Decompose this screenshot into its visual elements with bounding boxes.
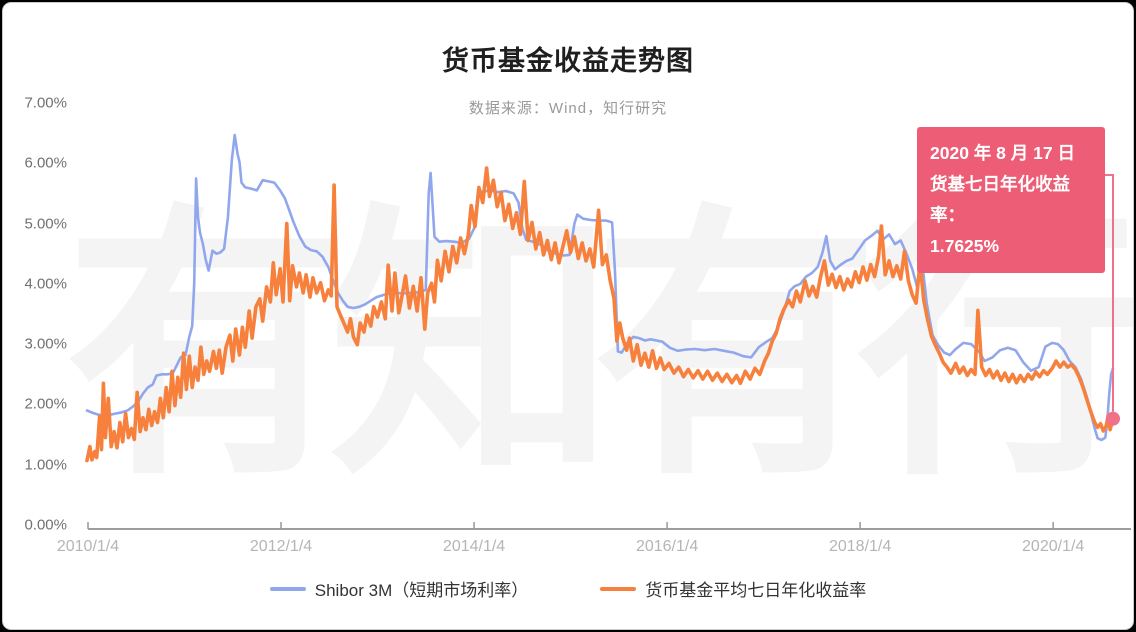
y-tick-label: 4.00% [24, 275, 67, 293]
legend: Shibor 3M（短期市场利率） 货币基金平均七日年化收益率 [3, 576, 1133, 601]
annotation-date: 2020 年 8 月 17 日 [930, 143, 1075, 163]
annotation-value: 1.7625% [930, 236, 1000, 256]
y-tick-label: 1.00% [24, 456, 67, 474]
legend-swatch-money-fund [600, 586, 637, 591]
legend-item-shibor-3m[interactable]: Shibor 3M（短期市场利率） [269, 576, 529, 601]
x-tick-label: 2012/1/4 [249, 538, 313, 555]
x-tick-label: 2020/1/4 [1022, 538, 1085, 555]
y-tick-label: 0.00% [24, 516, 67, 534]
y-tick-label: 2.00% [24, 395, 67, 413]
chart-title: 货币基金收益走势图 [442, 46, 694, 76]
y-tick-label: 7.00% [24, 94, 67, 112]
x-tick-label: 2016/1/4 [635, 538, 699, 555]
y-tick-label: 5.00% [24, 215, 67, 233]
x-tick-label: 2018/1/4 [828, 538, 892, 555]
chart-subtitle: 数据来源：Wind，知行研究 [468, 100, 668, 117]
x-tick-label: 2010/1/4 [56, 538, 120, 555]
legend-label-shibor-3m: Shibor 3M（短期市场利率） [314, 581, 529, 600]
x-tick-label: 2014/1/4 [442, 538, 506, 555]
legend-item-money-fund[interactable]: 货币基金平均七日年化收益率 [600, 576, 866, 601]
annotation-box: 2020 年 8 月 17 日 货基七日年化收益率： 1.7625% [917, 127, 1105, 273]
legend-swatch-shibor-3m [269, 586, 306, 591]
y-tick-label: 3.00% [24, 335, 67, 353]
annotation-label: 货基七日年化收益率： [930, 174, 1070, 225]
y-tick-label: 6.00% [24, 154, 67, 172]
chart-canvas [85, 133, 1131, 530]
legend-label-money-fund: 货币基金平均七日年化收益率 [645, 581, 867, 600]
